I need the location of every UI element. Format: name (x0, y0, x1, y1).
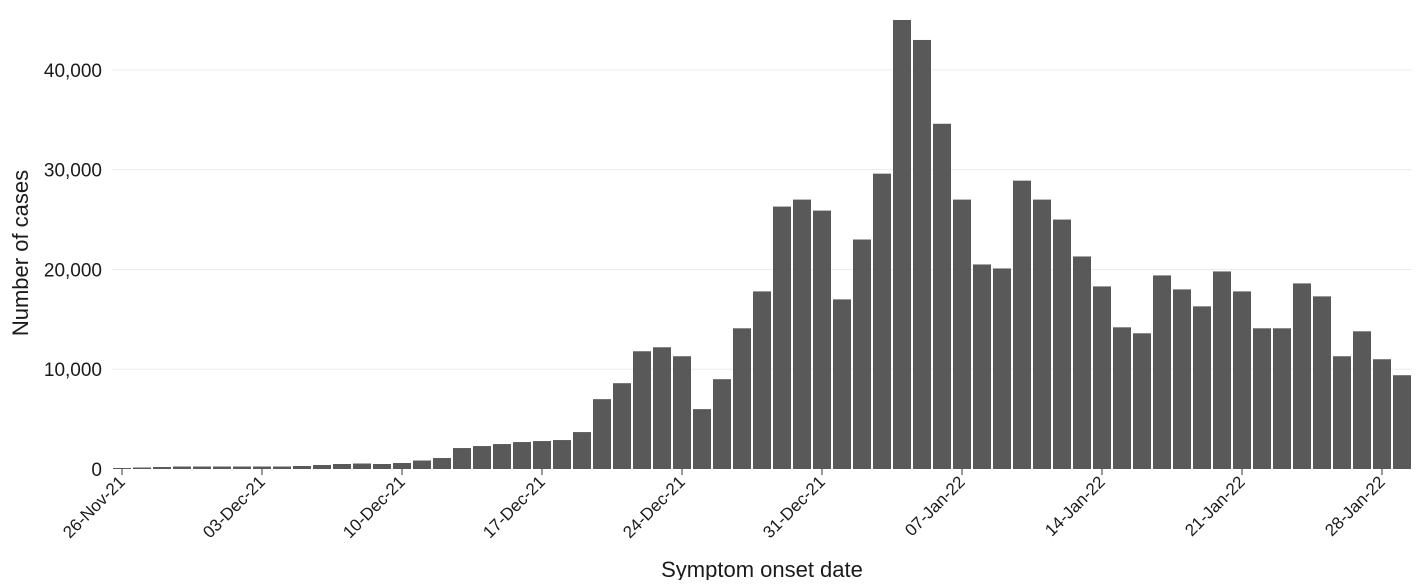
bar (573, 432, 591, 469)
bar (1033, 199, 1051, 469)
bar (433, 458, 451, 469)
bar (1213, 271, 1231, 469)
bar (533, 441, 551, 469)
bar (253, 466, 271, 469)
bar (813, 210, 831, 469)
x-tick-label: 31-Dec-21 (759, 472, 829, 542)
bar (293, 466, 311, 469)
bar (733, 328, 751, 469)
bar (473, 446, 491, 469)
bar (933, 123, 951, 470)
bar (913, 39, 931, 470)
bar (1113, 327, 1131, 469)
y-tick-label: 30,000 (44, 161, 102, 182)
bar (993, 268, 1011, 469)
bars (113, 20, 1411, 470)
x-tick-label: 17-Dec-21 (479, 472, 549, 542)
bar (673, 356, 691, 469)
bar (273, 466, 291, 469)
bar (1293, 283, 1311, 469)
bar (493, 444, 511, 469)
bar (1333, 356, 1351, 469)
bar (1253, 328, 1271, 469)
bar (633, 351, 651, 469)
bar (153, 467, 171, 469)
bar (1313, 296, 1331, 469)
x-tick-label: 07-Jan-22 (901, 472, 969, 540)
bar (1093, 286, 1111, 469)
bar (133, 467, 151, 469)
bar (753, 291, 771, 469)
bar (373, 464, 391, 469)
x-tick-label: 26-Nov-21 (59, 472, 129, 542)
y-tick-label: 0 (91, 460, 102, 481)
bar (1353, 331, 1371, 469)
bar (1173, 289, 1191, 469)
bar (1393, 375, 1411, 469)
y-axis-label: Number of cases (8, 170, 33, 336)
bar (853, 239, 871, 469)
bar (313, 465, 331, 469)
x-tick-label: 28-Jan-22 (1321, 472, 1389, 540)
bar (893, 20, 911, 469)
y-tick-label: 20,000 (44, 260, 102, 281)
bar (1373, 359, 1391, 469)
bar (213, 466, 231, 469)
bar (833, 299, 851, 469)
bar (1073, 256, 1091, 469)
bar (1193, 306, 1211, 469)
y-tick-label: 10,000 (44, 360, 102, 381)
bar (1133, 333, 1151, 469)
x-tick-label: 14-Jan-22 (1041, 472, 1109, 540)
bar (193, 466, 211, 469)
bar (873, 173, 891, 469)
bar (1153, 275, 1171, 469)
bar (1273, 328, 1291, 469)
bar (973, 264, 991, 469)
x-tick-label: 24-Dec-21 (619, 472, 689, 542)
bar (793, 199, 811, 469)
bar (1053, 219, 1071, 469)
y-tick-label: 40,000 (44, 61, 102, 82)
bar (593, 399, 611, 469)
bar (353, 463, 371, 469)
bar (1013, 180, 1031, 469)
bar (233, 466, 251, 469)
bar (413, 460, 431, 469)
bar (773, 206, 791, 469)
bar (653, 347, 671, 469)
bar (553, 440, 571, 469)
bar (613, 383, 631, 469)
bar (1233, 291, 1251, 469)
bar (713, 379, 731, 469)
x-tick-label: 10-Dec-21 (339, 472, 409, 542)
x-axis-label: Symptom onset date (661, 557, 863, 580)
x-tick-label: 21-Jan-22 (1181, 472, 1249, 540)
x-tick-label: 03-Dec-21 (199, 472, 269, 542)
bar (453, 448, 471, 469)
bar (173, 466, 191, 469)
y-axis: 0 10,000 20,000 30,000 40,000 (44, 61, 102, 481)
bar (393, 463, 411, 469)
bar (513, 442, 531, 469)
bar (113, 468, 131, 469)
x-axis: 26-Nov-21 03-Dec-21 10-Dec-21 17-Dec-21 24-D… (59, 469, 1389, 542)
bar (693, 409, 711, 469)
bar (333, 464, 351, 469)
bar (953, 199, 971, 469)
